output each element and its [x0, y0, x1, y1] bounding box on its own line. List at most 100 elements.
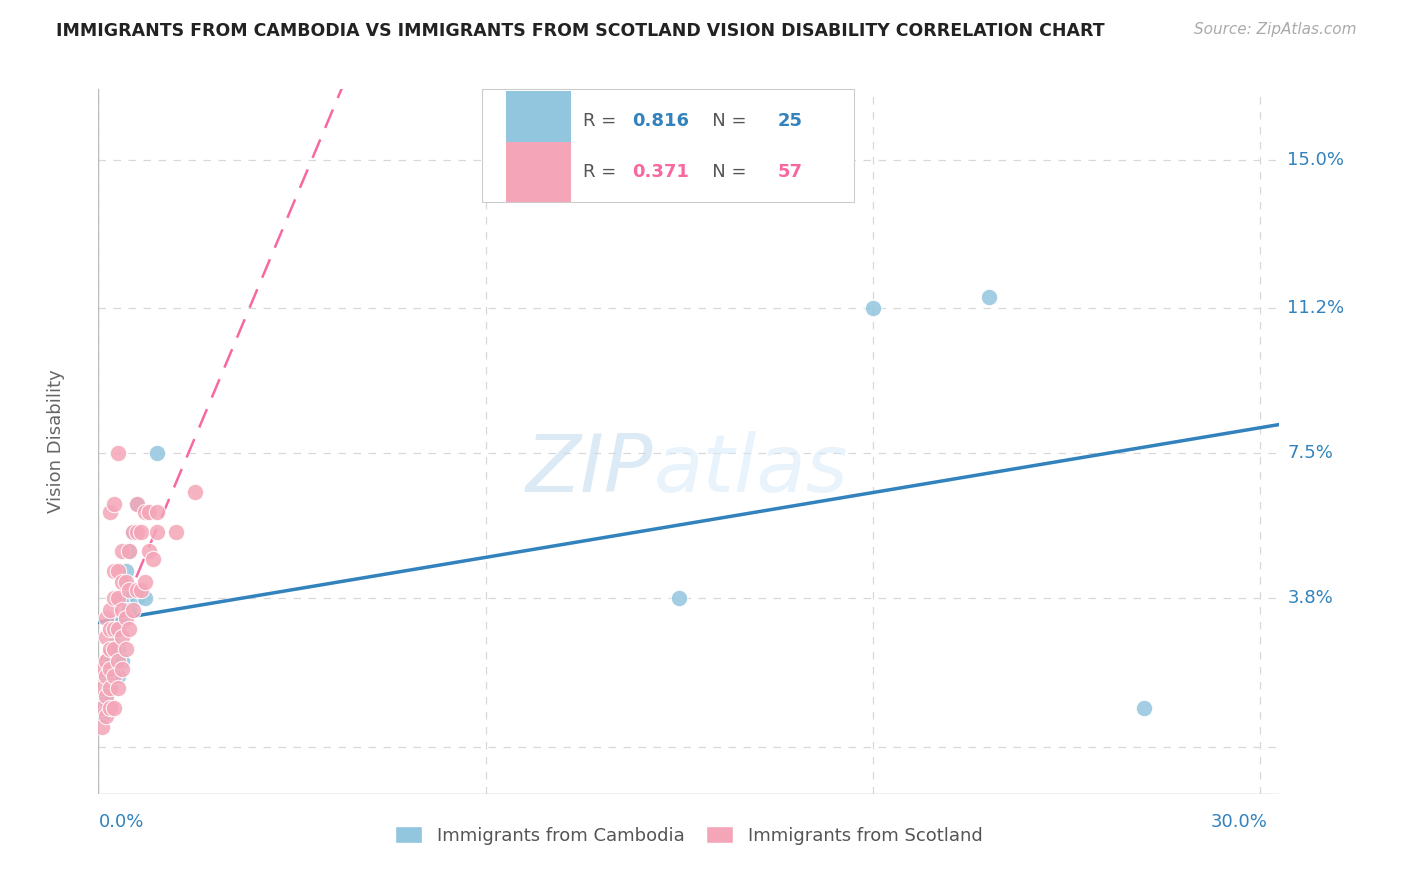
Text: 15.0%: 15.0%	[1288, 151, 1344, 169]
Text: 25: 25	[778, 112, 803, 130]
Point	[96, 708, 118, 723]
Point	[107, 623, 129, 637]
Point	[145, 505, 167, 519]
Point	[114, 575, 136, 590]
Point	[91, 708, 114, 723]
Point	[96, 669, 118, 683]
Point	[127, 524, 149, 539]
Point	[127, 583, 149, 598]
Point	[103, 642, 125, 657]
Text: 0.816: 0.816	[633, 112, 689, 130]
Point	[96, 611, 118, 625]
Point	[107, 681, 129, 696]
Point	[103, 623, 125, 637]
Text: R =: R =	[582, 163, 621, 181]
Point	[165, 524, 187, 539]
Point	[107, 623, 129, 637]
Text: R =: R =	[582, 112, 621, 130]
Point	[98, 623, 121, 637]
Point	[107, 564, 129, 578]
Text: N =: N =	[695, 112, 752, 130]
FancyBboxPatch shape	[506, 142, 571, 202]
Point	[127, 497, 149, 511]
Text: 57: 57	[778, 163, 803, 181]
Text: 3.8%: 3.8%	[1288, 589, 1333, 607]
Point	[111, 615, 134, 629]
Point	[107, 669, 129, 683]
Point	[91, 700, 114, 714]
Point	[91, 681, 114, 696]
Point	[118, 603, 141, 617]
Point	[103, 638, 125, 652]
Text: Source: ZipAtlas.com: Source: ZipAtlas.com	[1194, 22, 1357, 37]
Point	[103, 497, 125, 511]
Point	[134, 591, 156, 606]
Point	[129, 524, 152, 539]
Point	[107, 654, 129, 668]
Text: 0.0%: 0.0%	[98, 814, 143, 831]
Point	[127, 497, 149, 511]
Point	[127, 591, 149, 606]
Point	[107, 446, 129, 460]
Point	[98, 505, 121, 519]
Point	[138, 505, 160, 519]
Point	[103, 700, 125, 714]
Point	[977, 290, 1000, 304]
Text: 0.371: 0.371	[633, 163, 689, 181]
Text: Vision Disability: Vision Disability	[48, 369, 65, 514]
Point	[98, 642, 121, 657]
Point	[98, 654, 121, 668]
Point	[145, 524, 167, 539]
Point	[129, 583, 152, 598]
Point	[98, 681, 121, 696]
Text: IMMIGRANTS FROM CAMBODIA VS IMMIGRANTS FROM SCOTLAND VISION DISABILITY CORRELATI: IMMIGRANTS FROM CAMBODIA VS IMMIGRANTS F…	[56, 22, 1105, 40]
Point	[98, 603, 121, 617]
Point	[96, 669, 118, 683]
Point	[91, 720, 114, 734]
Point	[114, 564, 136, 578]
Point	[103, 591, 125, 606]
Point	[118, 583, 141, 598]
Point	[138, 544, 160, 558]
Point	[96, 654, 118, 668]
Text: ZIP: ZIP	[526, 431, 654, 508]
Point	[142, 552, 165, 566]
Point	[114, 591, 136, 606]
Point	[96, 689, 118, 703]
Text: 30.0%: 30.0%	[1211, 814, 1268, 831]
Text: atlas: atlas	[654, 431, 848, 508]
Point	[103, 669, 125, 683]
Point	[91, 662, 114, 676]
Point	[111, 662, 134, 676]
Point	[111, 544, 134, 558]
Text: 7.5%: 7.5%	[1288, 444, 1333, 462]
Point	[98, 700, 121, 714]
Point	[111, 654, 134, 668]
Point	[668, 591, 690, 606]
Point	[122, 603, 145, 617]
Point	[134, 505, 156, 519]
FancyBboxPatch shape	[482, 89, 855, 202]
Point	[114, 611, 136, 625]
Point	[96, 693, 118, 707]
Point	[118, 544, 141, 558]
Point	[114, 642, 136, 657]
FancyBboxPatch shape	[506, 91, 571, 152]
Point	[111, 575, 134, 590]
Point	[118, 544, 141, 558]
Point	[862, 301, 884, 316]
Point	[1133, 700, 1156, 714]
Text: N =: N =	[695, 163, 752, 181]
Point	[103, 662, 125, 676]
Point	[107, 642, 129, 657]
Point	[122, 524, 145, 539]
Point	[145, 446, 167, 460]
Point	[107, 591, 129, 606]
Point	[111, 630, 134, 644]
Text: 11.2%: 11.2%	[1288, 300, 1344, 318]
Point	[111, 603, 134, 617]
Point	[184, 485, 207, 500]
Point	[122, 524, 145, 539]
Point	[98, 662, 121, 676]
Point	[103, 564, 125, 578]
